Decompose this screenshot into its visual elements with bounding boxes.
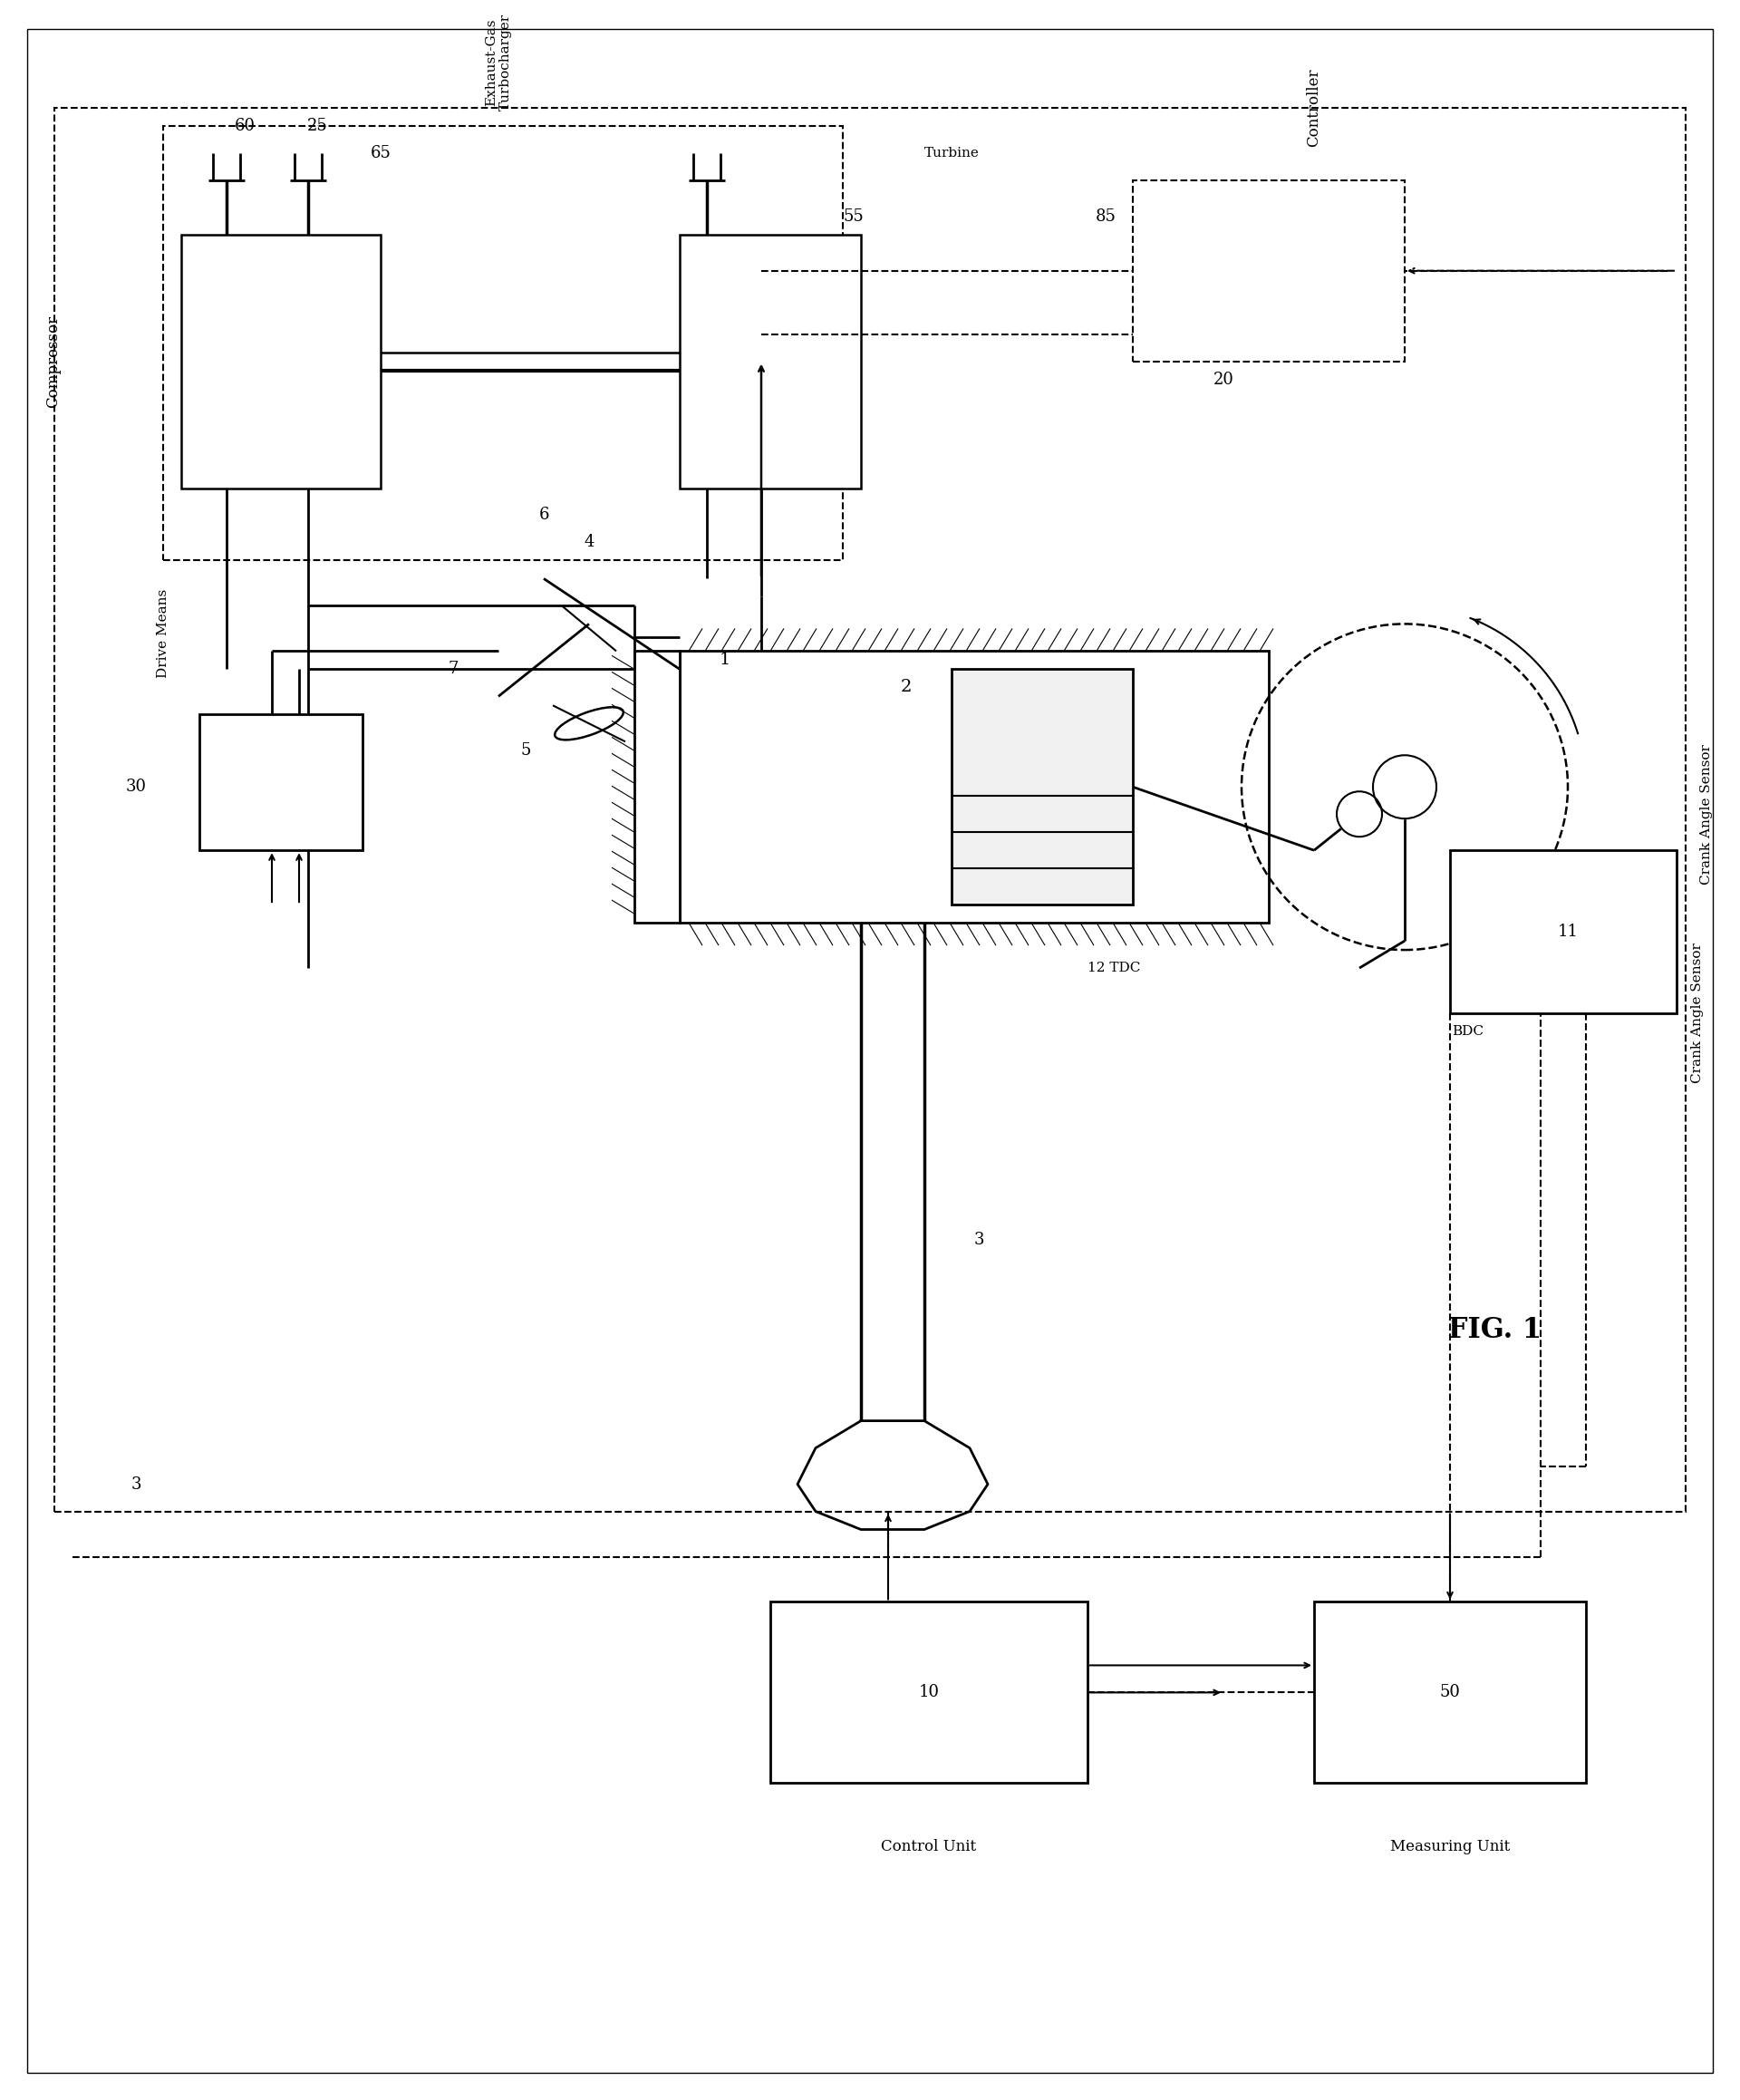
Text: 65: 65: [371, 145, 392, 162]
Text: 5: 5: [520, 743, 531, 758]
Text: Crank Angle Sensor: Crank Angle Sensor: [1700, 743, 1712, 884]
Text: Measuring Unit: Measuring Unit: [1390, 1840, 1510, 1854]
Text: 6: 6: [539, 506, 548, 523]
Text: Exhaust-Gas
Turbocharger: Exhaust-Gas Turbocharger: [485, 15, 512, 111]
Bar: [1314, 1602, 1585, 1783]
Text: 50: 50: [1439, 1684, 1460, 1701]
Text: Compressor: Compressor: [45, 315, 61, 407]
Text: 4: 4: [585, 533, 595, 550]
Bar: [771, 1602, 1088, 1783]
Bar: [200, 714, 362, 851]
Text: 12 TDC: 12 TDC: [1088, 962, 1140, 974]
Text: 85: 85: [1094, 208, 1115, 225]
Text: 11: 11: [1557, 924, 1578, 941]
Text: 30: 30: [125, 779, 146, 796]
Bar: [680, 235, 861, 487]
Bar: [1133, 181, 1404, 361]
Text: Drive Means: Drive Means: [157, 588, 169, 678]
Text: FIG. 1: FIG. 1: [1449, 1317, 1542, 1344]
Circle shape: [1336, 792, 1382, 836]
Bar: [181, 235, 381, 487]
Text: Control Unit: Control Unit: [880, 1840, 976, 1854]
Text: Controller: Controller: [1307, 69, 1322, 147]
Bar: [680, 651, 1268, 922]
Text: Turbine: Turbine: [924, 147, 980, 160]
Text: 7: 7: [447, 662, 458, 678]
Bar: [54, 107, 1686, 1512]
Text: 60: 60: [235, 118, 256, 134]
Bar: [635, 651, 680, 922]
Text: 20: 20: [1213, 372, 1234, 388]
Text: 1: 1: [719, 651, 731, 668]
Text: 3: 3: [130, 1476, 141, 1493]
Text: Crank Angle Sensor: Crank Angle Sensor: [1691, 943, 1703, 1084]
Bar: [952, 670, 1133, 905]
Text: 10: 10: [919, 1684, 940, 1701]
Bar: [164, 126, 842, 561]
Text: BDC: BDC: [1453, 1025, 1484, 1037]
Text: 55: 55: [842, 208, 863, 225]
Text: 2: 2: [901, 678, 912, 695]
Circle shape: [1373, 756, 1437, 819]
Text: 25: 25: [306, 118, 327, 134]
Bar: [1449, 851, 1677, 1014]
Text: 3: 3: [974, 1231, 983, 1247]
